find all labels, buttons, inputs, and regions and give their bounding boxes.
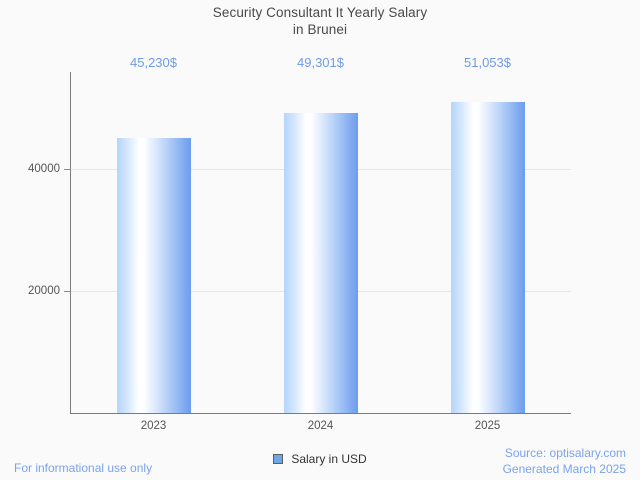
x-tick-label-2024: 2024 bbox=[307, 420, 334, 432]
y-tick-mark bbox=[64, 169, 71, 171]
bar-2025[interactable] bbox=[450, 102, 525, 413]
bar-value-label-2023: 45,230$ bbox=[130, 55, 177, 70]
x-axis-line bbox=[70, 413, 571, 414]
bar-2023[interactable] bbox=[116, 137, 191, 413]
footer-disclaimer: For informational use only bbox=[14, 461, 153, 475]
y-tick-mark bbox=[64, 291, 71, 293]
y-tick-label: 40000 bbox=[28, 163, 60, 176]
chart-title: Security Consultant It Yearly Salary in … bbox=[0, 4, 640, 38]
footer-generated: Generated March 2025 bbox=[502, 462, 626, 476]
x-tick-label-2023: 2023 bbox=[140, 420, 167, 432]
bar-value-label-2024: 49,301$ bbox=[297, 55, 344, 70]
bar-value-label-2025: 51,053$ bbox=[464, 55, 511, 70]
y-tick-label: 20000 bbox=[28, 285, 60, 298]
y-axis-line bbox=[70, 72, 71, 414]
bar-2024[interactable] bbox=[283, 112, 358, 413]
footer-source-block: Source: optisalary.com Generated March 2… bbox=[503, 445, 626, 477]
chart-legend[interactable]: Salary in USD bbox=[0, 452, 640, 466]
footer-source: Source: optisalary.com bbox=[504, 446, 626, 460]
legend-swatch-salary-in-usd bbox=[273, 454, 284, 464]
chart-title-line2: in Brunei bbox=[292, 22, 348, 37]
chart-title-line1: Security Consultant It Yearly Salary bbox=[212, 5, 428, 20]
legend-label-salary-in-usd: Salary in USD bbox=[291, 452, 367, 466]
x-tick-label-2025: 2025 bbox=[474, 420, 501, 432]
